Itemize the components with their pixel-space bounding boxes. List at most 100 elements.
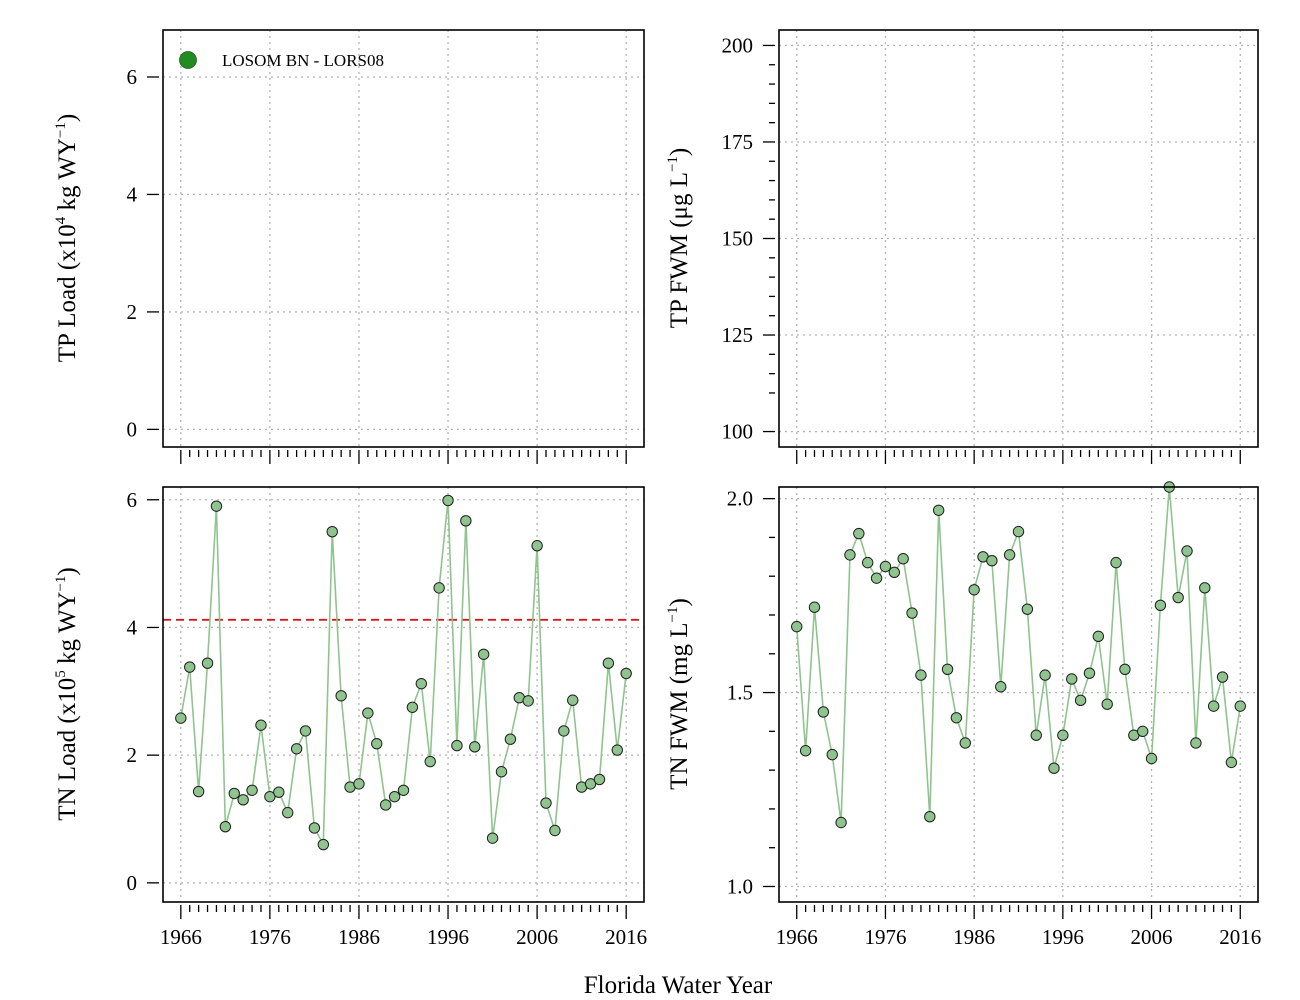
x-tick-label: 2006 [516, 925, 558, 949]
data-point [1066, 673, 1078, 685]
y-tick-label: 100 [722, 420, 754, 444]
panel-tp-load: 0 2 4 6 TP Load (x104 kg WY−1) LOSOM BN - L… [53, 29, 645, 464]
y-tick-label: 4 [127, 615, 138, 639]
data-point [620, 667, 632, 680]
data-point [1101, 698, 1113, 710]
legend: LOSOM BN - LORS08 [179, 51, 384, 70]
x-tick-label: 2016 [1219, 925, 1261, 949]
plot-frame [162, 486, 645, 903]
data-point [477, 648, 490, 660]
x-tick-label: 1996 [1042, 925, 1084, 949]
data-point [219, 820, 232, 833]
data-point [888, 566, 901, 579]
data-point [611, 744, 623, 756]
data-point [433, 582, 445, 594]
x-tick-label: 1996 [427, 925, 469, 949]
data-point [290, 743, 303, 755]
data-point [299, 725, 312, 737]
data-point [959, 737, 971, 749]
data-point [273, 786, 285, 798]
data-point [915, 669, 927, 681]
data-point [968, 584, 980, 596]
data-point [192, 785, 205, 798]
y-tick-label: 0 [127, 871, 138, 895]
y-tick-label: 1.0 [727, 874, 753, 898]
data-point [602, 657, 615, 669]
y-tick-label: 1.5 [727, 681, 753, 705]
y-axis-title: TP FWM (μg L−1) [665, 148, 693, 329]
y-axis-title: TN Load (x105 kg WY−1) [53, 567, 81, 821]
data-point [1110, 556, 1122, 569]
data-point [1136, 725, 1149, 738]
legend-marker [179, 51, 197, 69]
plot-frame [778, 486, 1259, 903]
data-point [1003, 549, 1016, 561]
x-tick-label: 1986 [953, 925, 995, 949]
data-point [924, 810, 936, 823]
plot-frame [162, 29, 645, 448]
data-point [1199, 582, 1211, 594]
data-point [201, 657, 214, 669]
data-point [862, 556, 874, 569]
data-point [335, 690, 347, 702]
data-point [1154, 599, 1167, 611]
data-point [326, 525, 338, 538]
data-point [184, 661, 196, 673]
data-point [1012, 525, 1025, 538]
data-point [1172, 591, 1184, 604]
panel-tp-fwm: 100 125 150 175 200 TP FWM (μg L−1) [665, 29, 1259, 464]
data-point [558, 725, 570, 737]
data-point [826, 748, 838, 761]
data-point [995, 681, 1007, 693]
data-point [317, 838, 330, 851]
data-point [1039, 669, 1051, 681]
y-tick-label: 6 [127, 488, 138, 512]
data-point [469, 741, 481, 753]
y-axis-title: TN FWM (mg L−1) [665, 598, 693, 790]
data-point [264, 790, 276, 803]
x-tick-label: 2016 [605, 925, 647, 949]
y-tick-label: 2.0 [727, 487, 753, 511]
data-point [1225, 756, 1238, 769]
data-point [415, 677, 428, 690]
data-point [932, 504, 945, 516]
data-point [175, 712, 187, 724]
data-point [567, 694, 579, 706]
x-tick-label: 1986 [338, 925, 380, 949]
data-point [246, 784, 258, 796]
data-point [353, 778, 365, 790]
data-point [1057, 729, 1069, 741]
data-point [950, 712, 963, 724]
y-axis-title: TP Load (x104 kg WY−1) [53, 114, 81, 362]
panel-tn-fwm: 1966 1976 1986 1996 2006 2016 1.0 1.5 2.0 TN FWM… [665, 481, 1261, 949]
data-point [986, 554, 998, 567]
data-point [424, 755, 436, 768]
y-tick-label: 125 [722, 323, 754, 347]
x-tick-label: 1976 [249, 925, 291, 949]
data-point [228, 787, 240, 800]
data-point [1216, 671, 1229, 683]
data-point [451, 739, 463, 752]
y-tick-label: 4 [127, 182, 138, 206]
data-point [1021, 603, 1034, 615]
data-point [237, 794, 249, 806]
data-point [255, 719, 267, 731]
data-point [460, 515, 472, 527]
data-point [1030, 729, 1042, 741]
x-axis-title: Florida Water Year [584, 972, 773, 999]
panel-tn-load: 1966 1976 1986 1996 2006 2016 0 2 4 6 TN Load (x1… [53, 486, 647, 949]
data-point [799, 745, 812, 757]
y-tick-label: 2 [127, 300, 138, 324]
data-point [1234, 700, 1246, 712]
data-point [495, 766, 508, 778]
data-point [1190, 737, 1202, 749]
data-point [844, 549, 856, 561]
x-tick-label: 1966 [776, 925, 818, 949]
data-point [486, 832, 499, 844]
data-point [549, 824, 561, 837]
data-point [906, 607, 918, 619]
data-point [388, 790, 401, 803]
y-tick-label: 0 [127, 417, 138, 441]
data-point [808, 601, 821, 613]
